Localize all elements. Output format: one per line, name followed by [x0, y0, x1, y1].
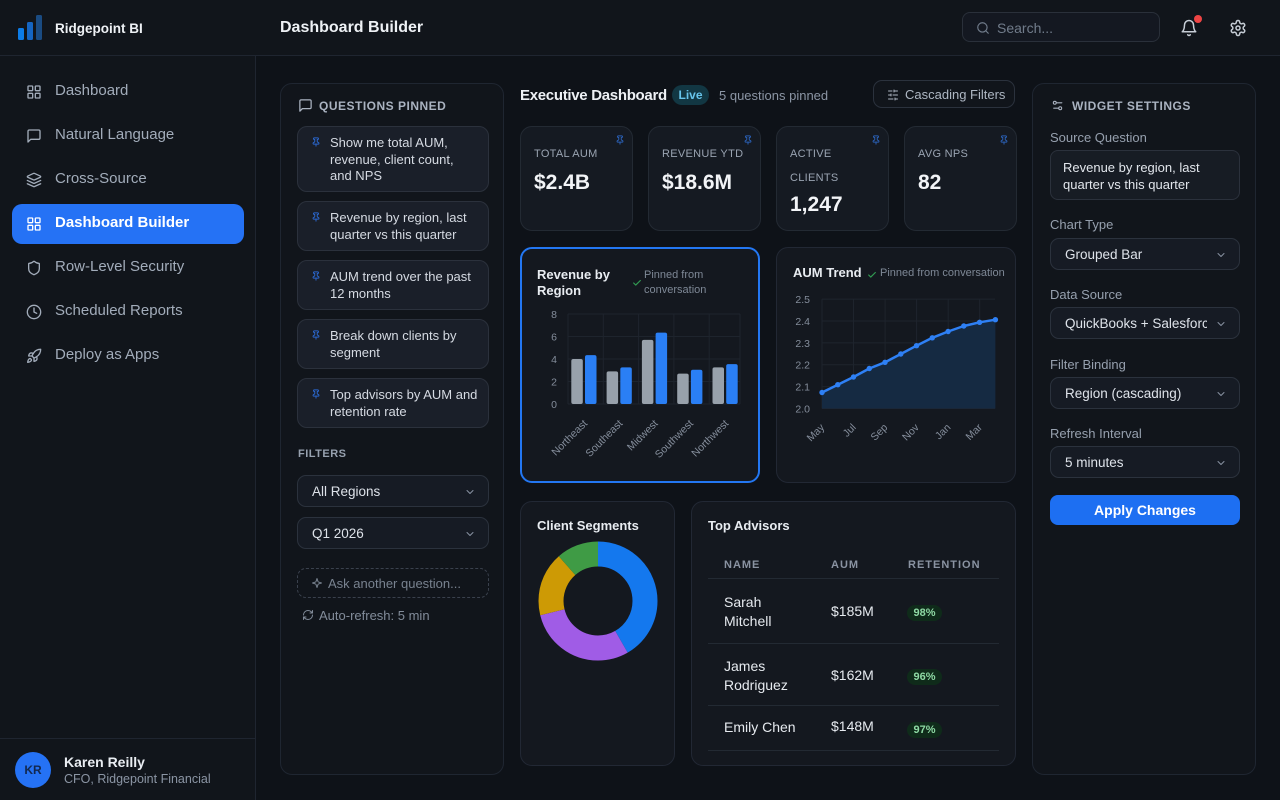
svg-text:May: May	[805, 421, 828, 444]
svg-text:4: 4	[551, 354, 557, 366]
svg-text:Jan: Jan	[933, 422, 954, 443]
svg-text:2.0: 2.0	[795, 404, 810, 416]
svg-text:Southeast: Southeast	[583, 418, 625, 460]
svg-text:Nov: Nov	[900, 421, 922, 443]
svg-text:Mar: Mar	[964, 421, 986, 443]
svg-text:2: 2	[551, 377, 557, 389]
svg-text:2.2: 2.2	[795, 360, 810, 372]
svg-text:2.4: 2.4	[795, 316, 810, 328]
svg-text:Sep: Sep	[869, 422, 891, 444]
svg-text:Jul: Jul	[841, 422, 859, 440]
svg-text:Northwest: Northwest	[689, 418, 731, 460]
svg-text:8: 8	[551, 309, 557, 321]
svg-text:Southwest: Southwest	[653, 418, 696, 461]
svg-text:0: 0	[551, 399, 557, 411]
svg-text:2.5: 2.5	[795, 294, 810, 306]
svg-text:2.3: 2.3	[795, 338, 810, 350]
svg-text:Midwest: Midwest	[625, 418, 661, 454]
svg-text:2.1: 2.1	[795, 382, 810, 394]
svg-text:6: 6	[551, 332, 557, 344]
